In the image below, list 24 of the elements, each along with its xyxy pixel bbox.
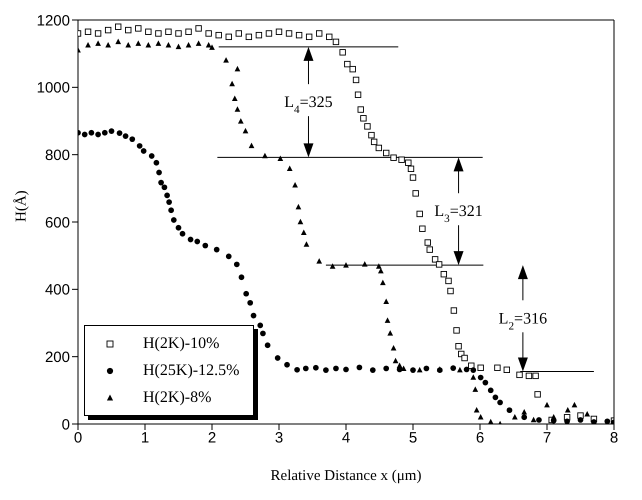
x-tick-label: 6 — [476, 430, 484, 447]
legend-label: H(25K)-12.5% — [143, 362, 240, 380]
y-tick-label: 1000 — [36, 80, 70, 97]
y-tick-label: 200 — [44, 348, 70, 366]
annotation: L$_{2}$=316 — [498, 310, 548, 332]
y-tick-label: 800 — [44, 146, 70, 164]
y-tick-label: 1200 — [36, 12, 70, 30]
legend-label: H(2K)-8% — [143, 388, 212, 406]
y-tick-label: 0 — [62, 416, 70, 434]
y-axis-title: H(Å) — [12, 190, 30, 222]
legend-label: H(2K)-10% — [143, 334, 220, 352]
x-tick-label: 7 — [542, 430, 552, 447]
x-tick-label: 3 — [274, 430, 284, 447]
x-axis-title: Relative Distance x (μm) — [270, 468, 422, 484]
x-tick-label: 2 — [208, 430, 216, 447]
x-tick-label: 0 — [74, 430, 82, 447]
x-tick-label: 5 — [408, 430, 418, 447]
x-tick-label: 4 — [342, 430, 350, 447]
annotation: L$_{4}$=325 — [284, 94, 333, 116]
y-tick-label: 400 — [44, 282, 70, 299]
x-tick-label: 8 — [610, 430, 618, 447]
x-tick-label: 1 — [140, 430, 150, 447]
y-tick-label: 600 — [44, 214, 70, 232]
annotation: L$_{3}$=321 — [434, 203, 483, 226]
